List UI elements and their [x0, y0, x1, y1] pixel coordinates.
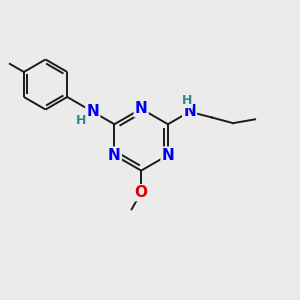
Text: O: O — [135, 185, 148, 200]
Text: N: N — [86, 104, 99, 119]
Text: N: N — [135, 101, 148, 116]
Text: N: N — [108, 148, 121, 163]
Text: H: H — [76, 114, 87, 127]
Text: N: N — [183, 104, 196, 119]
Text: N: N — [162, 148, 174, 163]
Text: H: H — [182, 94, 192, 107]
